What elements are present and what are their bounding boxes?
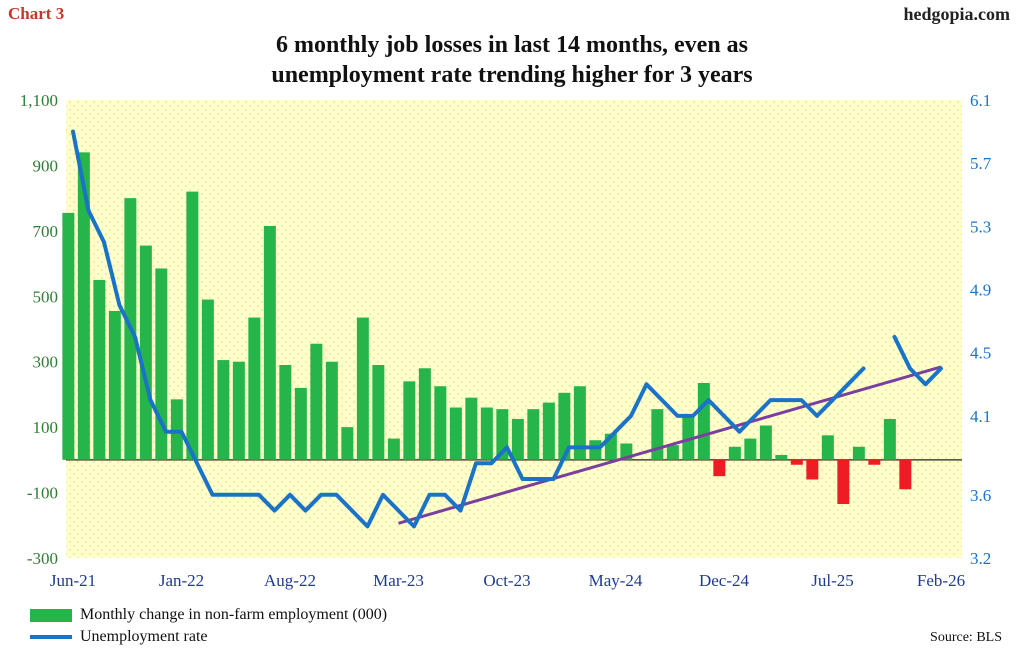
left-tick-label: 500 [33, 287, 59, 306]
bar-Jan-24 [542, 402, 555, 460]
source-note: Source: BLS [930, 630, 1002, 645]
bar-Sep-22 [294, 387, 307, 460]
bar-Jun-22 [248, 317, 261, 460]
bar-Oct-25 [868, 459, 881, 465]
bar-Sep-24 [666, 445, 679, 460]
right-tick-label: 4.1 [970, 407, 991, 426]
bar-Apr-24 [589, 440, 602, 460]
x-tick-label: Oct-23 [483, 571, 530, 590]
right-tick-label: 4.9 [970, 281, 991, 300]
bar-Jul-23 [449, 407, 462, 460]
bar-Aug-22 [279, 364, 292, 460]
title-line-1: 6 monthly job losses in last 14 months, … [275, 32, 749, 58]
unemployment-line-group [71, 129, 943, 529]
bar-Apr-22 [217, 360, 230, 460]
legend-item-employment: Monthly change in non-farm employment (0… [30, 604, 387, 626]
chart-number-label: Chart 3 [8, 4, 65, 23]
bar-Nov-25 [883, 418, 896, 460]
bar-Jun-21 [62, 212, 75, 460]
bar-May-22 [232, 361, 245, 460]
bar-Aug-21 [93, 279, 106, 460]
bar-May-25 [790, 459, 803, 465]
bar-Jun-23 [434, 386, 447, 460]
x-tick-label: Jun-21 [50, 571, 96, 590]
bar-Feb-25 [744, 438, 757, 460]
bar-Feb-22 [186, 191, 199, 460]
legend: Monthly change in non-farm employment (0… [30, 604, 387, 648]
bar-Sep-25 [852, 446, 865, 460]
x-axis: Jun-21 Jan-22 Aug-22 Mar-23 Oct-23 May-24 Dec-… [50, 571, 965, 590]
right-tick-label: 4.5 [970, 344, 991, 363]
right-axis: 3.2 3.6 4.1 4.5 4.9 5.3 5.7 6.1 [970, 91, 992, 568]
bar-Nov-21 [139, 245, 152, 460]
bar-Dec-22 [341, 427, 354, 460]
legend-item-unemployment: Unemployment rate [30, 626, 387, 648]
bar-Dec-24 [713, 459, 726, 477]
unemployment-line-segment-1 [71, 129, 866, 529]
bar-Apr-25 [775, 454, 788, 460]
left-tick-label: -300 [27, 549, 58, 568]
bar-Aug-23 [465, 397, 478, 460]
trend-line [398, 365, 942, 525]
bar-Nov-24 [697, 382, 710, 460]
bar-Dec-25 [899, 459, 912, 490]
bar-Oct-22 [310, 343, 323, 460]
left-tick-label: 900 [33, 156, 59, 175]
bar-Mar-23 [387, 438, 400, 460]
x-tick-label: Dec-24 [699, 571, 750, 590]
site-name: hedgopia.com [903, 4, 1010, 24]
right-tick-label: 6.1 [970, 91, 991, 110]
bar-Mar-22 [201, 299, 214, 460]
x-tick-label: Feb-26 [917, 571, 965, 590]
bar-Nov-22 [325, 361, 338, 460]
right-tick-label: 3.2 [970, 549, 991, 568]
chart-title: 6 monthly job losses in last 14 months, … [0, 30, 1024, 90]
bar-Feb-24 [558, 392, 571, 460]
bar-May-23 [418, 368, 431, 460]
bar-Jul-21 [77, 152, 90, 460]
bar-Aug-24 [651, 409, 664, 460]
left-tick-label: 700 [33, 222, 59, 241]
bar-Feb-23 [372, 364, 385, 460]
bar-Jul-25 [821, 435, 834, 460]
bar-Aug-25 [837, 459, 850, 505]
x-tick-label: Jan-22 [159, 571, 204, 590]
left-tick-label: -100 [27, 484, 58, 503]
title-line-2: unemployment rate trending higher for 3 … [271, 62, 753, 88]
x-tick-label: Jul-25 [811, 571, 854, 590]
x-tick-label: Aug-22 [264, 571, 316, 590]
right-tick-label: 5.7 [970, 154, 992, 173]
bar-Jan-23 [356, 317, 369, 460]
bar-Nov-23 [511, 418, 524, 460]
bar-Jul-22 [263, 225, 276, 460]
bar-Jun-25 [806, 459, 819, 480]
left-axis: -300 -100 100 300 500 700 900 1,100 [20, 91, 58, 568]
bar-Mar-25 [759, 425, 772, 460]
right-tick-label: 3.6 [970, 486, 991, 505]
bar-Jan-22 [170, 399, 183, 460]
bar-series [62, 152, 912, 505]
bar-Oct-24 [682, 415, 695, 460]
bar-Apr-23 [403, 381, 416, 460]
left-tick-label: 100 [33, 418, 59, 437]
legend-label-employment: Monthly change in non-farm employment (0… [80, 606, 388, 623]
right-tick-label: 5.3 [970, 217, 991, 236]
bar-Sep-21 [108, 311, 121, 460]
legend-swatch-line [30, 635, 72, 639]
left-tick-label: 1,100 [20, 91, 58, 110]
x-tick-label: May-24 [589, 571, 643, 590]
bar-Dec-23 [527, 409, 540, 460]
legend-swatch-bar [30, 608, 72, 622]
bar-Sep-23 [480, 407, 493, 460]
bar-Jan-25 [728, 446, 741, 460]
left-tick-label: 300 [33, 353, 59, 372]
trend-line-group [398, 365, 942, 525]
bar-Mar-24 [573, 386, 586, 460]
legend-label-unemployment: Unemployment rate [80, 628, 208, 645]
unemployment-line-segment-2 [892, 334, 943, 387]
x-tick-label: Mar-23 [373, 571, 424, 590]
plot-dot-pattern [66, 100, 962, 558]
